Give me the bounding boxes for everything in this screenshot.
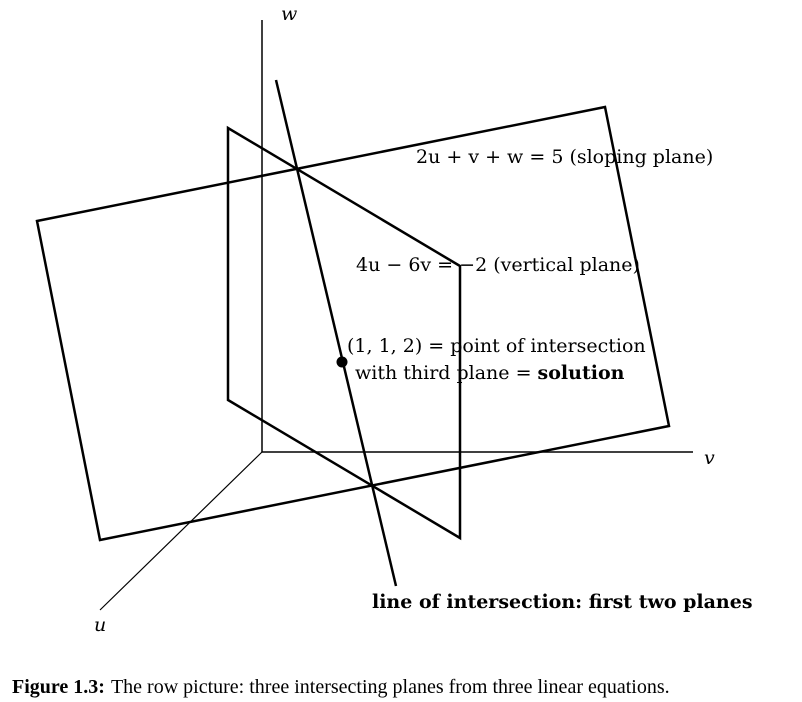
- u-axis-label: u: [94, 614, 106, 636]
- w-axis-label: w: [281, 3, 297, 25]
- vertical-plane: [226, 125, 462, 541]
- caption-text: The row picture: three intersecting plan…: [110, 676, 670, 698]
- intersection-line-label: line of intersection: first two planes: [372, 591, 753, 613]
- sloping-plane: [35, 105, 671, 542]
- line-of-intersection: [274, 79, 398, 587]
- v-axis-label: v: [704, 447, 715, 469]
- figure-caption: Figure 1.3: The row picture: three inters…: [12, 676, 794, 699]
- u-axis: [99, 451, 263, 611]
- sloping-plane-label: 2u + v + w = 5 (sloping plane): [416, 146, 713, 168]
- point-label-solution: solution: [538, 362, 625, 384]
- solution-point: [336, 356, 348, 368]
- point-label-prefix: with third plane =: [355, 362, 538, 384]
- point-label-line2: with third plane = solution: [355, 362, 625, 384]
- caption-label: Figure 1.3:: [12, 676, 105, 698]
- vertical-plane-label: 4u − 6v = −2 (vertical plane): [356, 254, 640, 276]
- point-label-line1: (1, 1, 2) = point of intersection: [347, 335, 646, 357]
- row-picture-diagram: w v u 2u + v + w = 5 (sloping plane) 4u …: [35, 3, 753, 636]
